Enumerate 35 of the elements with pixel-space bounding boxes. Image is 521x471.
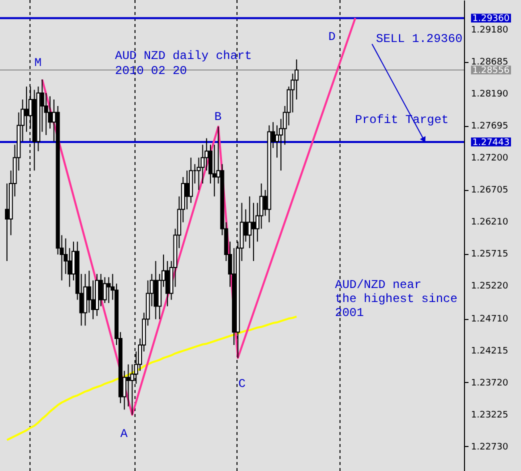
ref-line-label: 1.29360 (472, 14, 510, 24)
y-tick-label: 1.26705 (471, 186, 508, 196)
y-tick-label: 1.23225 (471, 410, 508, 420)
candlestick (4, 182, 9, 262)
y-tick-label: 1.22730 (471, 442, 508, 452)
line-series (6, 316, 298, 441)
y-tick-label: 1.29180 (471, 26, 508, 36)
y-tick-label: 1.24215 (471, 346, 508, 357)
y-tick-label: 1.24710 (471, 314, 508, 325)
candlestick (102, 276, 107, 304)
candlestick (184, 170, 189, 210)
y-tick-label: 1.23720 (471, 378, 508, 388)
y-tick-label: 1.27695 (471, 122, 508, 132)
y-tick-label: 1.25715 (471, 250, 508, 260)
candlestick (24, 86, 29, 132)
y-tick-label: 1.28685 (471, 58, 508, 68)
annotation: AUD/NZD near the highest since 2001 (335, 278, 458, 320)
candlestick (98, 273, 103, 307)
annotation: B (214, 110, 222, 124)
annotation: C (238, 377, 246, 391)
annotation: SELL 1.29360 (376, 32, 462, 46)
y-tick-label: 1.26210 (471, 218, 508, 228)
annotation: D (328, 30, 336, 44)
y-tick-label: 1.28190 (471, 90, 508, 100)
annotation: AUD NZD daily chart (115, 49, 252, 63)
candlestick (252, 202, 256, 262)
annotation: 2010 02 20 (115, 64, 188, 78)
annotation: A (120, 427, 128, 441)
y-tick-label: 1.25220 (471, 282, 508, 292)
y-tick-label: 1.27200 (471, 154, 508, 164)
annotation: M (34, 56, 42, 70)
candlestick (106, 276, 111, 304)
candlestick (212, 144, 216, 197)
ref-line-label: 1.27443 (472, 138, 510, 148)
ref-line-label: 1.28556 (472, 66, 510, 76)
